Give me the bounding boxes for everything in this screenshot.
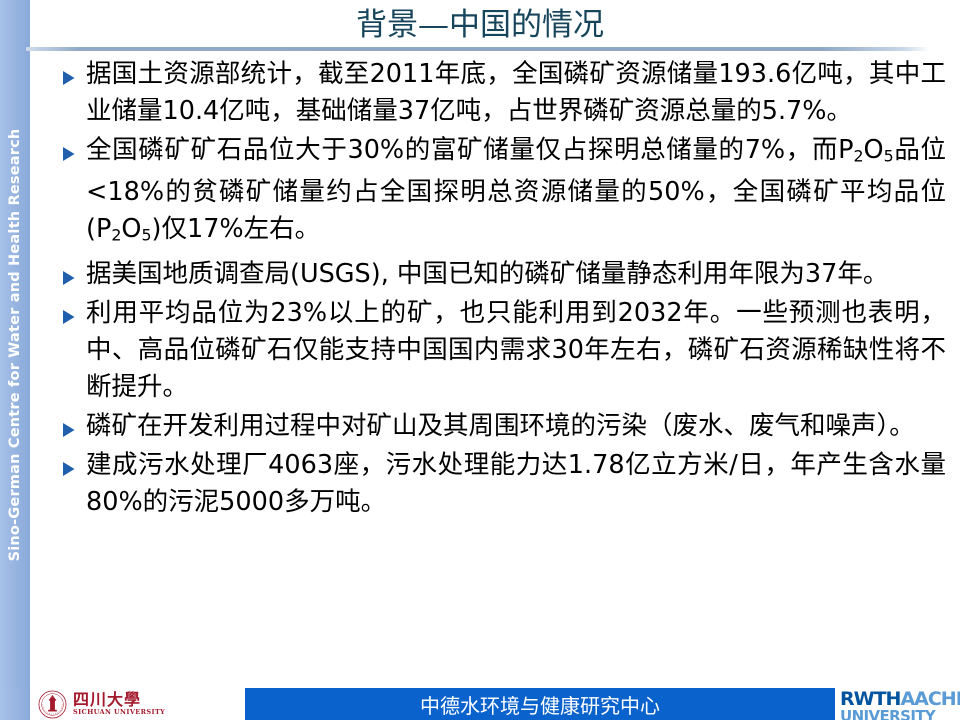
footer-center-title: 中德水环境与健康研究中心 <box>420 693 660 718</box>
bullet-text: 据美国地质调查局(USGS), 中国已知的磷矿储量静态利用年限为37年。 <box>86 258 889 289</box>
sichuan-university-logo: 四川大學 SICHUAN UNIVERSITY <box>38 689 165 719</box>
rwth-aachen-university-logo: RWTHAACHEN UNIVERSITY <box>840 690 960 720</box>
page-title: 背景—中国的情况 <box>356 7 604 43</box>
bullet-text: 据国土资源部统计，截至2011年底，全国磷矿资源储量193.6亿吨，其中工业储量… <box>86 59 946 126</box>
bullet-list: 据国土资源部统计，截至2011年底，全国磷矿资源储量193.6亿吨，其中工业储量… <box>62 56 946 684</box>
rwth-logo-strong-text: RWTH <box>840 688 901 710</box>
bullet-item: 磷矿在开发利用过程中对矿山及其周围环境的污染（废水、废气和噪声）。 <box>62 408 946 445</box>
rwth-logo-light-text: AACHEN <box>900 688 960 710</box>
title-divider-rule <box>26 47 930 51</box>
footer-left-white-panel <box>0 688 245 720</box>
footer-bar: 中德水环境与健康研究中心 四川大學 SICHUAN UNIVERSITY RWT… <box>0 688 960 720</box>
bullet-triangle-icon <box>62 447 86 477</box>
bullet-triangle-icon <box>62 256 86 286</box>
bullet-text: 全国磷矿矿石品位大于30%的富矿储量仅占探明总储量的7%，而P2O5品位<18%… <box>86 135 946 245</box>
bullet-text: 磷矿在开发利用过程中对矿山及其周围环境的污染（废水、废气和噪声）。 <box>86 410 915 441</box>
bullet-text: 建成污水处理厂4063座，污水处理能力达1.78亿立方米/日，年产生含水量80%… <box>86 449 946 517</box>
title-area: 背景—中国的情况 <box>30 0 960 58</box>
rwth-logo-line2: UNIVERSITY <box>840 707 936 720</box>
sidebar-vertical-band: Sino-German Centre for Water and Health … <box>0 0 30 690</box>
sidebar-organization-label: Sino-German Centre for Water and Health … <box>7 128 23 562</box>
bullet-item: 全国磷矿矿石品位大于30%的富矿储量仅占探明总储量的7%，而P2O5品位<18%… <box>62 132 946 254</box>
bullet-triangle-icon <box>62 56 86 86</box>
sidebar-rotated-wrapper: Sino-German Centre for Water and Health … <box>0 0 30 690</box>
bullet-item: 利用平均品位为23%以上的矿，也只能利用到2032年。一些预测也表明，中、高品位… <box>62 295 946 406</box>
sichuan-university-seal-icon <box>38 690 67 718</box>
footer-right-white-panel <box>835 688 960 720</box>
sichuan-university-chinese-name: 四川大學 <box>73 690 142 710</box>
sichuan-university-wordmark: 四川大學 SICHUAN UNIVERSITY <box>73 692 165 716</box>
footer-sidebar-stub <box>0 688 30 720</box>
bullet-text: 利用平均品位为23%以上的矿，也只能利用到2032年。一些预测也表明，中、高品位… <box>86 297 946 402</box>
bullet-item: 据美国地质调查局(USGS), 中国已知的磷矿储量静态利用年限为37年。 <box>62 256 946 293</box>
bullet-item: 建成污水处理厂4063座，污水处理能力达1.78亿立方米/日，年产生含水量80%… <box>62 447 946 521</box>
bullet-item: 据国土资源部统计，截至2011年底，全国磷矿资源储量193.6亿吨，其中工业储量… <box>62 56 946 130</box>
sichuan-university-english-name: SICHUAN UNIVERSITY <box>73 708 166 717</box>
rwth-logo-line1: RWTHAACHEN <box>840 688 960 710</box>
bullet-triangle-icon <box>62 132 86 162</box>
bullet-triangle-icon <box>62 408 86 438</box>
bullet-triangle-icon <box>62 295 86 325</box>
